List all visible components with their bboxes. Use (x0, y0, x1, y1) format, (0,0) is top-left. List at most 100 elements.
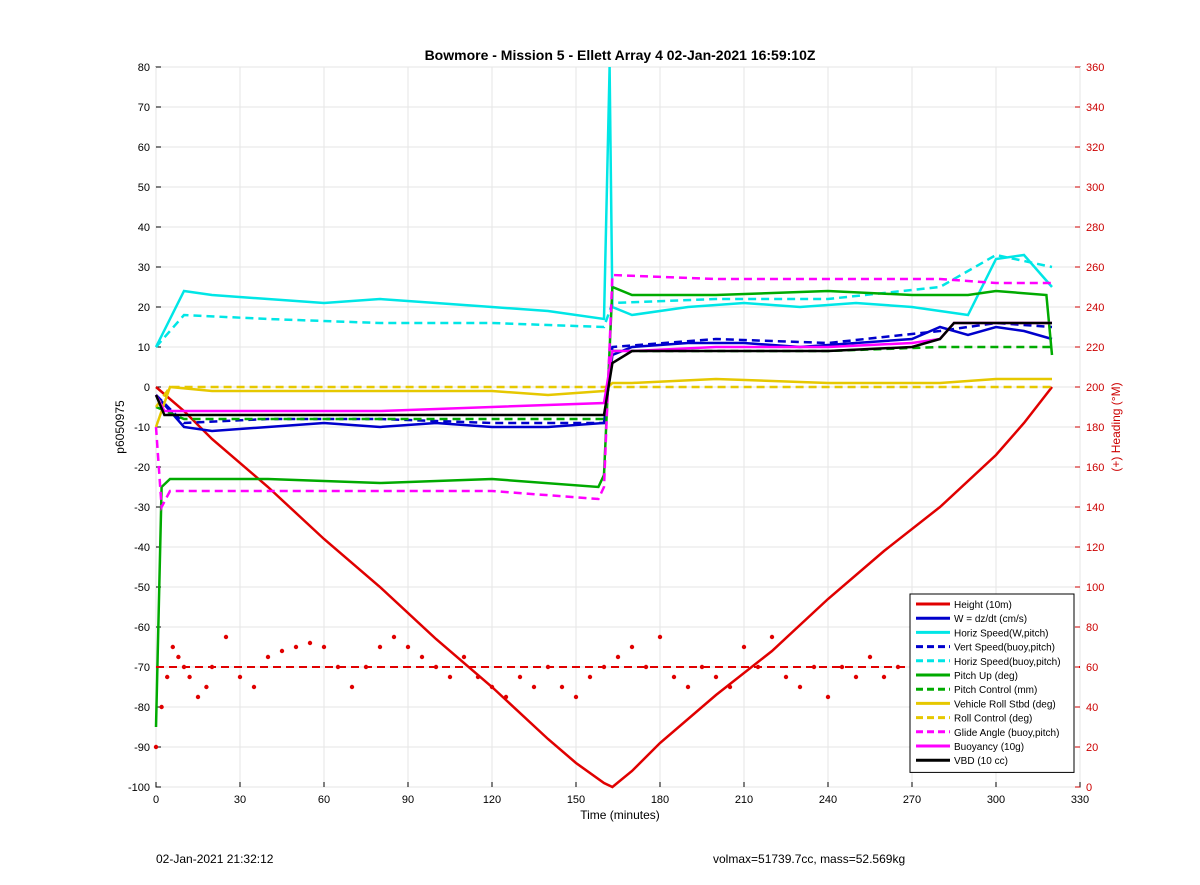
heading-point (867, 654, 873, 660)
heading-point (545, 664, 551, 670)
heading-point (559, 684, 565, 690)
heading-point (204, 684, 209, 690)
heading-point (517, 674, 523, 680)
y-tick-label-left: -50 (134, 582, 150, 594)
heading-point (447, 674, 453, 680)
y-tick-label-right: 160 (1086, 462, 1104, 474)
x-tick-label: 300 (987, 794, 1005, 806)
legend-label: Horiz Speed(buoy,pitch) (954, 657, 1061, 668)
y-tick-label-right: 260 (1086, 262, 1104, 274)
legend-label: Vehicle Roll Stbd (deg) (954, 699, 1056, 710)
heading-point (419, 654, 425, 660)
y-tick-label-right: 240 (1086, 302, 1104, 314)
footer-timestamp: 02-Jan-2021 21:32:12 (156, 852, 274, 866)
y-tick-label-right: 140 (1086, 502, 1104, 514)
heading-point (391, 634, 397, 640)
x-tick-label: 330 (1071, 794, 1089, 806)
heading-point (643, 664, 649, 670)
y-tick-label-right: 100 (1086, 582, 1104, 594)
heading-point (811, 664, 817, 670)
y-tick-label-left: -70 (134, 662, 150, 674)
y-tick-label-right: 80 (1086, 622, 1098, 634)
x-tick-label: 90 (402, 794, 414, 806)
legend-label: Glide Angle (buoy,pitch) (954, 728, 1059, 739)
x-axis-label: Time (minutes) (580, 808, 660, 822)
series-layer (154, 66, 1054, 789)
heading-point (223, 634, 229, 640)
heading-point (293, 644, 299, 650)
y-tick-label-right: 340 (1086, 102, 1104, 114)
legend-label: Vert Speed(buoy,pitch) (954, 643, 1055, 654)
y-tick-label-right: 0 (1086, 782, 1092, 794)
heading-point (475, 674, 481, 680)
heading-point (755, 664, 761, 670)
heading-point (895, 664, 901, 670)
y-tick-label-right: 360 (1086, 62, 1104, 74)
y-tick-label-left: -20 (134, 462, 150, 474)
heading-point (165, 674, 170, 680)
y-tick-label-right: 180 (1086, 422, 1104, 434)
heading-point (433, 664, 439, 670)
legend-label: W = dz/dt (cm/s) (954, 614, 1027, 625)
legend-label: Horiz Speed(W,pitch) (954, 628, 1048, 639)
heading-point (265, 654, 271, 660)
heading-point (629, 644, 635, 650)
legend-label: Buoyancy (10g) (954, 742, 1024, 753)
x-tick-label: 0 (153, 794, 159, 806)
heading-point (587, 674, 593, 680)
x-tick-label: 240 (819, 794, 837, 806)
heading-point (699, 664, 705, 670)
heading-point (769, 634, 775, 640)
footer-volume-mass: volmax=51739.7cc, mass=52.569kg (713, 852, 906, 866)
series-line-11 (154, 321, 1052, 417)
y-tick-label-right: 40 (1086, 702, 1098, 714)
y-tick-label-right: 280 (1086, 222, 1104, 234)
y-tick-label-left: 10 (138, 342, 150, 354)
heading-point (573, 694, 579, 700)
legend-label: Height (10m) (954, 600, 1012, 611)
y-axis-right: 3603403203002802602402202001801601401201… (1075, 62, 1104, 794)
x-tick-label: 30 (234, 794, 246, 806)
heading-point (461, 654, 467, 660)
x-tick-label: 120 (483, 794, 501, 806)
y-tick-label-left: -40 (134, 542, 150, 554)
legend-label: Roll Control (deg) (954, 714, 1032, 725)
heading-point (839, 664, 845, 670)
series-line-7 (154, 377, 1052, 428)
heading-point (181, 664, 187, 670)
y-tick-label-left: 30 (138, 262, 150, 274)
heading-point (405, 644, 411, 650)
series-line-5 (154, 285, 1054, 728)
heading-point (195, 694, 201, 700)
x-tick-label: 270 (903, 794, 921, 806)
y-axis-label-left: p6050975 (113, 400, 127, 454)
heading-point (797, 684, 803, 690)
y-tick-label-right: 120 (1086, 542, 1104, 554)
legend-label: VBD (10 cc) (954, 756, 1008, 767)
heading-point (601, 664, 607, 670)
chart-title: Bowmore - Mission 5 - Ellett Array 4 02-… (425, 47, 816, 63)
heading-point (279, 648, 285, 654)
heading-point (187, 674, 192, 680)
y-tick-label-left: -90 (134, 742, 150, 754)
legend-label: Pitch Up (deg) (954, 671, 1018, 682)
y-tick-label-left: 50 (138, 182, 150, 194)
heading-point (783, 674, 789, 680)
y-tick-label-right: 220 (1086, 342, 1104, 354)
y-tick-label-right: 320 (1086, 142, 1104, 154)
y-tick-label-right: 60 (1086, 662, 1098, 674)
heading-point (335, 664, 341, 670)
heading-point (307, 640, 313, 646)
x-tick-label: 150 (567, 794, 585, 806)
y-tick-label-right: 200 (1086, 382, 1104, 394)
heading-point (153, 744, 159, 750)
x-tick-label: 180 (651, 794, 669, 806)
y-axis-label-right: (+) Heading (°M) (1109, 382, 1123, 471)
heading-point (209, 664, 215, 670)
heading-point (170, 644, 175, 650)
y-tick-label-left: -10 (134, 422, 150, 434)
heading-point (685, 684, 691, 690)
series-line-8 (154, 385, 1052, 408)
series-line-4 (155, 253, 1053, 348)
